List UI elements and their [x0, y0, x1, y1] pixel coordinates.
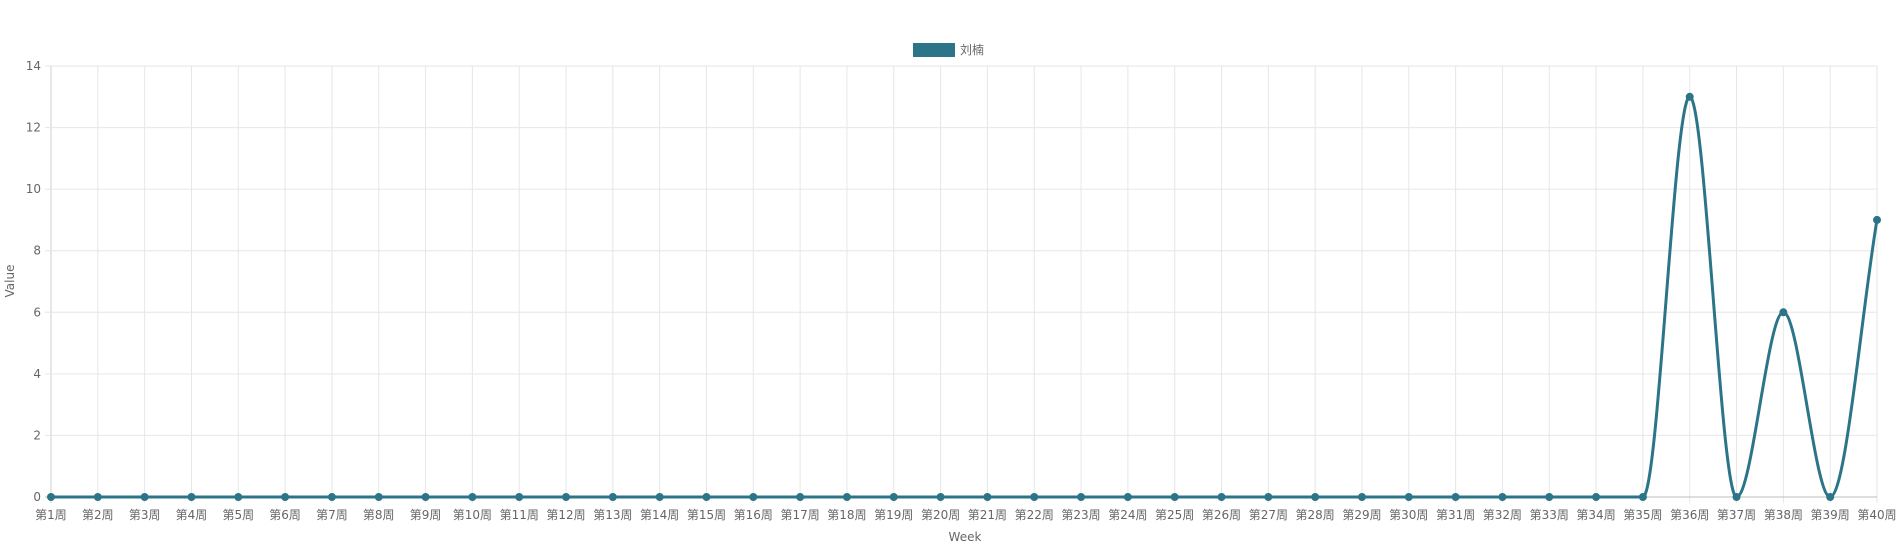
x-tick-label: 第2周	[82, 508, 114, 522]
data-point[interactable]	[1498, 493, 1507, 501]
data-point[interactable]	[1123, 493, 1132, 501]
series-line	[51, 95, 1879, 499]
y-axis-title: Value	[3, 265, 17, 298]
x-tick-label: 第16周	[734, 508, 773, 522]
legend[interactable]: 刘楠	[913, 42, 984, 57]
data-point[interactable]	[608, 493, 617, 501]
data-point[interactable]	[1357, 493, 1366, 501]
data-point[interactable]	[281, 493, 290, 501]
x-tick-label: 第13周	[593, 508, 632, 522]
data-point[interactable]	[47, 493, 55, 501]
data-point[interactable]	[140, 493, 149, 501]
data-point[interactable]	[234, 493, 243, 501]
x-tick-label: 第25周	[1155, 508, 1194, 522]
x-tick-label: 第32周	[1483, 508, 1522, 522]
data-point[interactable]	[515, 493, 524, 501]
data-point[interactable]	[374, 493, 383, 501]
x-tick-label: 第34周	[1576, 508, 1615, 522]
data-point[interactable]	[1873, 215, 1881, 224]
x-tick-label: 第40周	[1857, 508, 1896, 522]
x-tick-label: 第9周	[410, 508, 442, 522]
grid-lines	[45, 65, 1878, 503]
data-point[interactable]	[1451, 493, 1460, 501]
data-point[interactable]	[1404, 493, 1413, 501]
data-point[interactable]	[468, 493, 477, 501]
x-tick-label: 第28周	[1296, 508, 1335, 522]
x-tick-label: 第11周	[500, 508, 539, 522]
data-point[interactable]	[327, 493, 336, 501]
legend-swatch[interactable]	[913, 43, 955, 57]
x-tick-label: 第39周	[1811, 508, 1850, 522]
x-tick-label: 第3周	[129, 508, 161, 522]
x-tick-label: 第4周	[176, 508, 208, 522]
data-point[interactable]	[1264, 493, 1273, 501]
x-tick-label: 第5周	[222, 508, 254, 522]
x-tick-label: 第27周	[1249, 508, 1288, 522]
y-tick-label: 10	[26, 182, 41, 196]
x-tick-label: 第14周	[640, 508, 679, 522]
x-tick-label: 第23周	[1061, 508, 1100, 522]
x-tick-label: 第6周	[269, 508, 301, 522]
x-tick-label: 第21周	[968, 508, 1007, 522]
y-tick-label: 12	[26, 121, 41, 135]
x-tick-label: 第37周	[1717, 508, 1756, 522]
data-point[interactable]	[936, 493, 945, 501]
data-point[interactable]	[796, 493, 805, 501]
x-tick-label: 第31周	[1436, 508, 1475, 522]
legend-label[interactable]: 刘楠	[960, 42, 984, 57]
data-point[interactable]	[1685, 92, 1694, 101]
data-point[interactable]	[1217, 493, 1226, 501]
data-point[interactable]	[1826, 493, 1835, 501]
x-tick-label: 第17周	[780, 508, 819, 522]
x-tick-label: 第7周	[316, 508, 348, 522]
data-point[interactable]	[842, 493, 851, 501]
data-point[interactable]	[1170, 493, 1179, 501]
data-point[interactable]	[889, 493, 898, 501]
data-point[interactable]	[187, 493, 196, 501]
x-tick-label: 第33周	[1530, 508, 1569, 522]
data-point[interactable]	[421, 493, 430, 501]
y-tick-label: 0	[33, 490, 41, 504]
x-tick-label: 第1周	[35, 508, 67, 522]
series-layer	[47, 92, 1881, 501]
x-tick-label: 第8周	[363, 508, 395, 522]
y-tick-label: 2	[33, 428, 41, 442]
data-point[interactable]	[702, 493, 711, 501]
data-point[interactable]	[1545, 493, 1554, 501]
x-tick-label: 第30周	[1389, 508, 1428, 522]
x-tick-label: 第36周	[1670, 508, 1709, 522]
x-axis-title: Week	[949, 530, 982, 544]
data-point[interactable]	[1592, 493, 1601, 501]
axes: 第1周 第2周 第3周 第4周 第5周 第6周 第7周 第8周 第9周 第10周 第11周 第12周第…	[26, 59, 1897, 522]
x-tick-label: 第12周	[546, 508, 585, 522]
y-tick-label: 6	[33, 305, 41, 319]
y-tick-label: 14	[26, 59, 41, 73]
x-tick-label: 第19周	[874, 508, 913, 522]
data-point[interactable]	[1779, 308, 1788, 317]
data-point[interactable]	[1732, 493, 1741, 501]
y-tick-label: 8	[33, 244, 41, 258]
x-tick-label: 第29周	[1342, 508, 1381, 522]
x-tick-label: 第10周	[453, 508, 492, 522]
x-tick-label: 第22周	[1015, 508, 1054, 522]
x-tick-label: 第24周	[1108, 508, 1147, 522]
data-point[interactable]	[749, 493, 758, 501]
data-point[interactable]	[562, 493, 571, 501]
data-point[interactable]	[1077, 493, 1086, 501]
x-tick-label: 第15周	[687, 508, 726, 522]
x-tick-label: 第26周	[1202, 508, 1241, 522]
data-point[interactable]	[1311, 493, 1320, 501]
x-tick-label: 第20周	[921, 508, 960, 522]
y-tick-label: 4	[33, 367, 41, 381]
data-point[interactable]	[983, 493, 992, 501]
x-tick-label: 第35周	[1623, 508, 1662, 522]
x-tick-label: 第18周	[827, 508, 866, 522]
data-point[interactable]	[655, 493, 664, 501]
data-point[interactable]	[1638, 493, 1647, 501]
x-tick-label: 第38周	[1764, 508, 1803, 522]
data-point[interactable]	[93, 493, 102, 501]
data-point[interactable]	[1030, 493, 1039, 501]
